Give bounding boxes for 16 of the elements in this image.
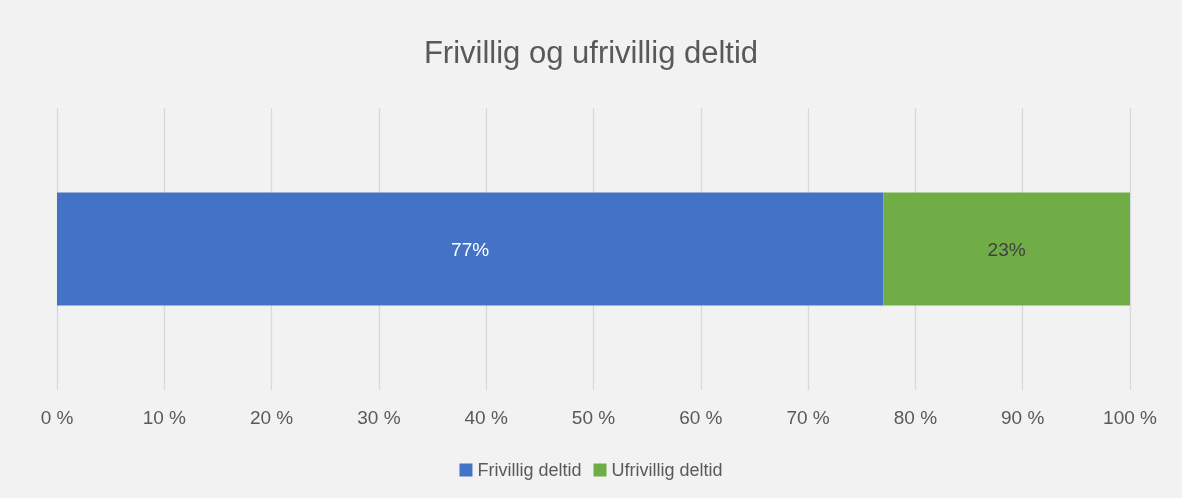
- x-tick-label: 20 %: [249, 407, 294, 428]
- x-tick-label: 40 %: [464, 407, 508, 428]
- x-tick-label: 100 %: [1103, 407, 1158, 428]
- legend-label: Ufrivillig deltid: [611, 460, 723, 480]
- legend-label: Frivillig deltid: [477, 460, 582, 480]
- chart-title: Frivillig og ufrivillig deltid: [423, 35, 759, 70]
- x-tick-label: 50 %: [571, 407, 616, 428]
- data-label: 23%: [987, 238, 1026, 260]
- x-tick-label: 70 %: [786, 407, 830, 428]
- data-label: 77%: [451, 238, 490, 260]
- x-tick-label: 30 %: [357, 407, 401, 428]
- x-tick-label: 0 %: [40, 407, 74, 428]
- x-tick-label: 10 %: [142, 407, 187, 428]
- x-tick-label: 60 %: [679, 407, 723, 428]
- x-tick-label: 80 %: [893, 407, 938, 428]
- x-tick-label: 90 %: [1001, 407, 1045, 428]
